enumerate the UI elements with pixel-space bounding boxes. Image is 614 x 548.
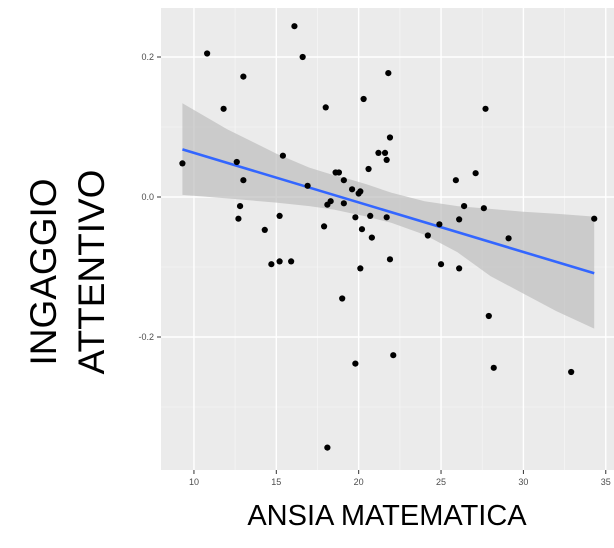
data-points <box>179 23 598 451</box>
data-point <box>386 134 394 141</box>
data-point <box>352 214 359 221</box>
data-point <box>240 73 247 80</box>
data-point <box>322 104 329 111</box>
data-point <box>348 186 356 193</box>
y-tick-label: 0.2 <box>141 52 154 62</box>
data-point <box>340 200 347 207</box>
data-point <box>276 258 283 265</box>
y-axis-title-line-1: INGAGGIO <box>23 178 64 365</box>
data-point <box>327 198 334 205</box>
y-axis-ticks: -0.2 0.0 0.2 <box>138 52 161 342</box>
data-point <box>291 23 298 30</box>
data-point <box>505 235 512 242</box>
data-point <box>304 182 311 189</box>
x-tick-label: 20 <box>354 477 364 487</box>
data-point <box>204 50 211 57</box>
data-point <box>279 152 286 159</box>
data-point <box>352 360 359 367</box>
data-point <box>383 214 390 221</box>
data-point <box>390 352 397 359</box>
data-point <box>233 158 240 166</box>
data-point <box>383 156 390 163</box>
regression-line <box>182 148 595 275</box>
data-point <box>456 216 463 223</box>
data-point <box>179 160 186 167</box>
data-point <box>424 232 431 239</box>
data-point <box>299 53 306 61</box>
data-point <box>452 177 459 184</box>
data-point <box>381 149 389 156</box>
x-axis-ticks: 10 15 20 25 30 35 <box>189 470 611 487</box>
data-point <box>368 234 375 241</box>
data-point <box>375 149 382 156</box>
data-point <box>276 212 283 219</box>
data-point <box>490 364 497 371</box>
data-point <box>261 226 268 233</box>
data-point <box>357 188 364 195</box>
x-tick-label: 15 <box>271 477 281 487</box>
data-point <box>320 223 328 230</box>
data-point <box>268 261 275 268</box>
data-point <box>235 215 242 222</box>
data-point <box>485 312 492 320</box>
data-point <box>591 215 598 222</box>
x-axis-title: ANSIA MATEMATICA <box>247 500 527 532</box>
y-tick-label: -0.2 <box>138 332 154 342</box>
data-point <box>482 105 489 112</box>
data-point <box>360 95 367 103</box>
data-point <box>385 70 392 77</box>
data-point <box>335 169 343 176</box>
data-point <box>367 212 374 219</box>
data-point <box>358 226 366 233</box>
y-axis-title: INGAGGIO ATTENTIVO <box>23 170 112 375</box>
y-axis-title-line-2: ATTENTIVO <box>71 170 112 375</box>
data-point <box>340 177 347 184</box>
data-point <box>460 203 468 210</box>
data-point <box>436 221 443 228</box>
data-point <box>568 368 575 376</box>
data-point <box>365 165 372 173</box>
data-point <box>288 258 295 265</box>
x-tick-label: 35 <box>601 477 611 487</box>
data-point <box>240 177 247 184</box>
data-point <box>437 261 445 268</box>
data-point <box>472 170 479 177</box>
data-point <box>220 105 227 112</box>
data-point <box>456 265 463 272</box>
data-point <box>324 444 331 451</box>
data-point <box>339 295 346 302</box>
data-point <box>386 256 394 263</box>
y-tick-label: 0.0 <box>141 192 154 202</box>
data-point <box>480 205 487 212</box>
data-point <box>236 203 244 210</box>
x-tick-label: 10 <box>189 477 199 487</box>
data-point <box>357 265 364 272</box>
x-tick-label: 25 <box>436 477 446 487</box>
x-tick-label: 30 <box>518 477 528 487</box>
